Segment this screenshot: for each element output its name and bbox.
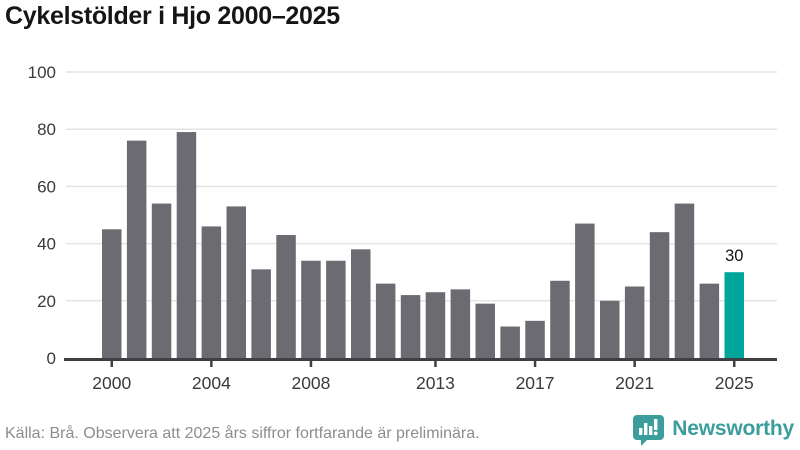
y-axis-label: 80 — [37, 120, 56, 139]
bar-2014 — [450, 289, 471, 358]
bar-2023 — [674, 203, 695, 358]
chart-title: Cykelstölder i Hjo 2000–2025 — [5, 2, 340, 30]
bar-chart: 0 20 40 60 80 100 2000 2004 2008 2013 2017 2021 2025… — [28, 63, 777, 393]
bar-2017 — [525, 320, 545, 358]
x-axis-label: 2000 — [92, 373, 131, 393]
x-axis-label: 2004 — [192, 373, 231, 393]
bar-2003 — [176, 132, 197, 358]
bar-2013 — [425, 292, 446, 358]
x-axis-label: 2017 — [516, 373, 555, 393]
y-axis-label: 0 — [47, 349, 56, 368]
source-note: Källa: Brå. Observera att 2025 års siffr… — [5, 425, 480, 442]
bar-2009 — [326, 260, 346, 358]
newsworthy-logo[interactable]: Newsworthy — [633, 412, 794, 446]
bar-2001 — [126, 140, 147, 358]
bar-2015 — [475, 303, 495, 358]
y-axis-label: 20 — [37, 292, 56, 311]
bar-2010 — [351, 249, 371, 358]
bar-2000 — [102, 229, 122, 358]
bar-2007 — [276, 235, 296, 358]
bar-2002 — [151, 203, 172, 358]
logo-badge-shape — [633, 415, 665, 446]
y-axis-label: 40 — [37, 235, 56, 254]
y-axis-label: 60 — [37, 177, 56, 196]
x-axis-label: 2025 — [715, 373, 754, 393]
bar-2018 — [550, 280, 570, 358]
brand-name: Newsworthy — [672, 417, 794, 440]
y-axis-label: 100 — [28, 63, 56, 82]
bar-2021 — [624, 286, 645, 358]
x-axis-label: 2008 — [291, 373, 330, 393]
bar-2008 — [301, 260, 321, 358]
bar-2020 — [600, 300, 620, 358]
bar-2006 — [251, 269, 271, 358]
bar-2022 — [649, 232, 670, 358]
bar-2024 — [699, 283, 720, 358]
value-label: 30 — [725, 247, 743, 265]
x-axis-label: 2021 — [615, 373, 654, 393]
bar-2004 — [201, 226, 222, 358]
x-axis-line — [64, 358, 777, 361]
newsworthy-logo-icon — [633, 415, 665, 446]
bar-2012 — [400, 295, 421, 358]
bar-2005 — [226, 206, 246, 358]
bar-2025 — [724, 272, 744, 358]
x-axis-label: 2013 — [416, 373, 455, 393]
bar-2016 — [500, 326, 520, 358]
bar-2011 — [375, 283, 396, 358]
bar-2019 — [575, 223, 595, 358]
